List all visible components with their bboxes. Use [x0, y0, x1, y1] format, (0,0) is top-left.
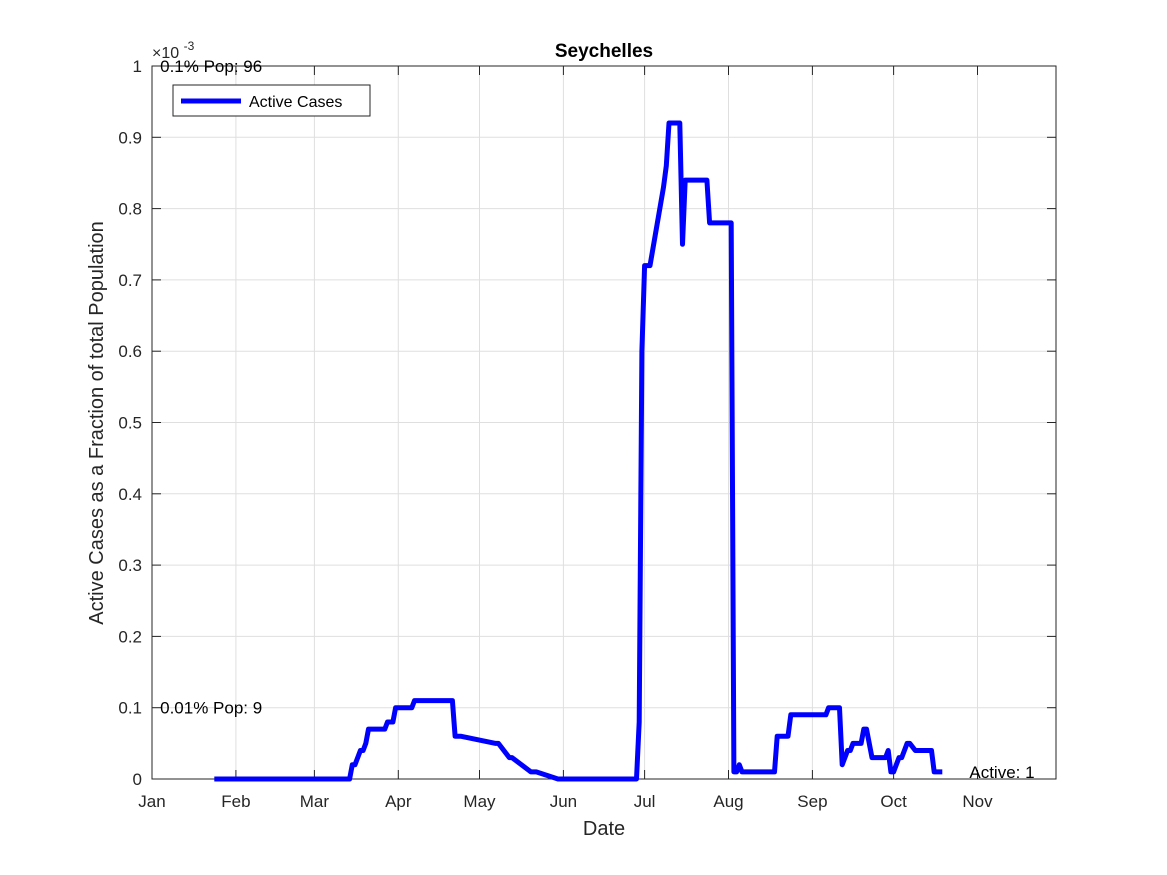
y-exponent-label: ×10 -3	[152, 39, 195, 62]
y-axis-label: Active Cases as a Fraction of total Popu…	[86, 221, 108, 625]
x-tick-label: Apr	[385, 792, 412, 811]
x-tick-label: Jun	[550, 792, 577, 811]
x-axis-label: Date	[583, 818, 625, 840]
annotation-label: 0.01% Pop: 9	[160, 699, 262, 718]
y-tick-label: 0.3	[118, 556, 142, 575]
x-tick-label: May	[463, 792, 496, 811]
legend-label: Active Cases	[249, 94, 342, 111]
y-tick-label: 0.5	[118, 414, 142, 433]
y-exponent-power: -3	[184, 39, 195, 53]
x-tick-label: Mar	[300, 792, 330, 811]
legend: Active Cases	[172, 84, 371, 117]
y-tick-label: 0.2	[118, 627, 142, 646]
x-tick-label: Jul	[634, 792, 656, 811]
y-tick-label: 0.4	[118, 485, 142, 504]
x-tick-label: Jan	[138, 792, 165, 811]
y-tick-label: 0.1	[118, 699, 142, 718]
y-tick-label: 0.9	[118, 128, 142, 147]
y-tick-label: 0.8	[118, 200, 142, 219]
y-tick-label: 0.7	[118, 271, 142, 290]
annotations: 0.1% Pop: 96 0.01% Pop: 9 Active: 1	[160, 57, 1034, 782]
x-tick-label: Nov	[962, 792, 993, 811]
y-tick-label: 1	[133, 57, 142, 76]
x-tick-label: Feb	[221, 792, 250, 811]
chart-title: Seychelles	[555, 41, 653, 62]
annotation-label: 0.1% Pop: 96	[160, 57, 262, 76]
x-tick-label: Sep	[797, 792, 827, 811]
y-tick-label: 0	[133, 770, 142, 789]
y-exponent-base: ×10	[152, 45, 179, 62]
x-tick-label: Aug	[713, 792, 743, 811]
axis-ticks: Jan Feb Mar Apr May Jun Jul Aug Sep Oct Nov 0 0.1 0.2…	[118, 57, 1056, 811]
annotation-label: Active: 1	[969, 763, 1034, 782]
series-line-active-cases	[214, 120, 943, 782]
x-tick-label: Oct	[880, 792, 907, 811]
y-tick-label: 0.6	[118, 342, 142, 361]
series-layer	[214, 120, 943, 782]
